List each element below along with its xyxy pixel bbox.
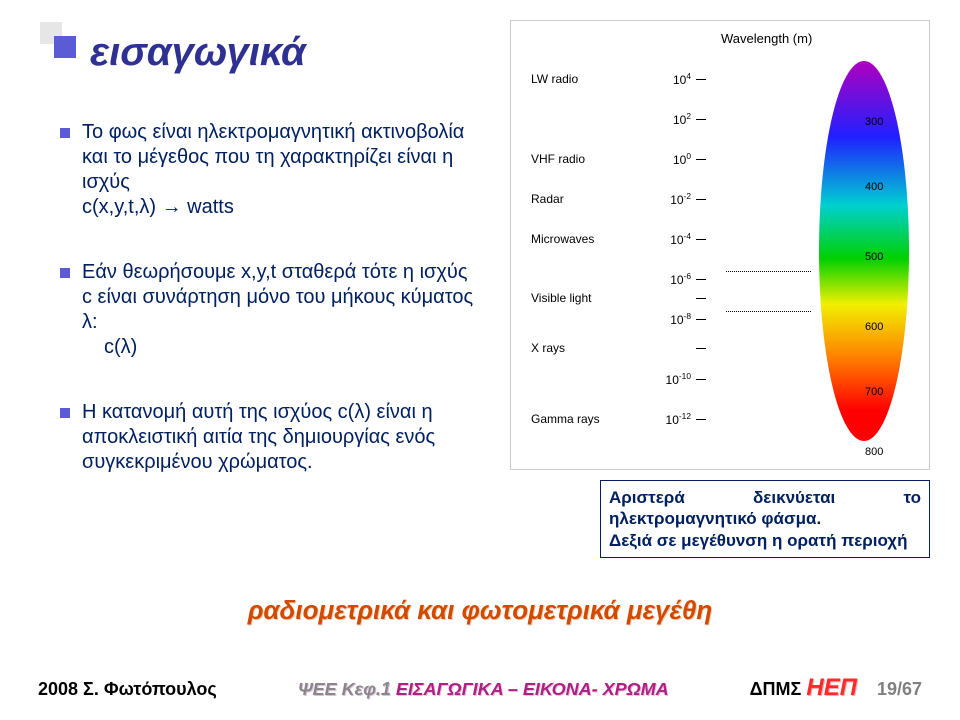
caption-word-1: Αριστερά: [609, 487, 685, 508]
spectrum-row: 10-10: [531, 371, 791, 387]
body-text: Το φως είναι ηλεκτρομαγνητική ακτινοβολί…: [60, 120, 480, 515]
caption-word-3: το: [903, 487, 921, 508]
bullet-3-text: Η κατανομή αυτή της ισχύος c(λ) είναι η …: [82, 401, 435, 473]
visible-band: 300400500600700800: [819, 61, 909, 441]
spectrum-row: 10-8: [531, 311, 791, 327]
footer-right-prefix: ΔΠΜΣ: [750, 679, 802, 699]
footer-middle: ΨΕΕ Κεφ.1 ΕΙΣΑΓΩΓΙΚΑ – ΕΙΚΟΝΑ- ΧΡΩΜΑ: [298, 679, 669, 700]
footer-right: ΔΠΜΣ ΗΕΠ 19/67: [750, 674, 922, 702]
sub-heading: ραδιομετρικά και φωτομετρικά μεγέθη: [0, 595, 960, 626]
footer-hep: ΗΕΠ: [806, 674, 857, 701]
figure-caption: Αριστερά δεικνύεται το ηλεκτρομαγνητικό …: [600, 480, 930, 558]
bullet-2: Εάν θεωρήσουμε x,y,t σταθερά τότε η ισχύ…: [60, 260, 480, 360]
spectrum-row: 102: [531, 111, 791, 127]
spectrum-figure: Wavelength (m) LW radio104 102 VHF radio10…: [510, 20, 930, 470]
spectrum-row: X rays: [531, 341, 791, 355]
dotted-line-top: [726, 271, 811, 272]
caption-line2: ηλεκτρομαγνητικό φάσμα.: [609, 509, 821, 528]
bullet-2-text: Εάν θεωρήσουμε x,y,t σταθερά τότε η ισχύ…: [82, 261, 473, 333]
nm-label: 800: [865, 446, 905, 458]
footer-mid-colored: ΕΙΣΑΓΩΓΙΚΑ – ΕΙΚΟΝΑ- ΧΡΩΜΑ: [396, 679, 669, 699]
nm-label: 700: [865, 386, 905, 398]
spectrum-row: LW radio104: [531, 71, 791, 87]
spectrum-row: Radar10-2: [531, 191, 791, 207]
footer-left: 2008 Σ. Φωτόπουλος: [38, 679, 217, 700]
nm-label: 400: [865, 181, 905, 193]
spectrum-row: Microwaves10-4: [531, 231, 791, 247]
spectrum-row: Gamma rays10-12: [531, 411, 791, 427]
footer-mid-prefix: ΨΕΕ Κεφ.1: [298, 679, 391, 699]
nm-label: 600: [865, 321, 905, 333]
bullet-3: Η κατανομή αυτή της ισχύος c(λ) είναι η …: [60, 400, 480, 475]
nm-label: 500: [865, 251, 905, 263]
bullet-2-formula: c(λ): [82, 335, 480, 360]
axis-title: Wavelength (m): [721, 31, 812, 46]
bullet-1: Το φως είναι ηλεκτρομαγνητική ακτινοβολί…: [60, 120, 480, 220]
spectrum-row: 10-6: [531, 271, 791, 287]
spectrum-row: VHF radio100: [531, 151, 791, 167]
slide-title: εισαγωγικά: [90, 30, 306, 75]
nm-label: 300: [865, 116, 905, 128]
caption-word-2: δεικνύεται: [753, 487, 835, 508]
dotted-line-bottom: [726, 311, 811, 312]
slide: εισαγωγικά Το φως είναι ηλεκτρομαγνητική…: [0, 0, 960, 720]
caption-line3: Δεξιά σε μεγέθυνση η ορατή περιοχή: [609, 531, 907, 550]
footer: 2008 Σ. Φωτόπουλος ΨΕΕ Κεφ.1 ΕΙΣΑΓΩΓΙΚΑ …: [38, 674, 922, 702]
spectrum-row: Visible light: [531, 291, 791, 305]
footer-page: 19/67: [877, 679, 922, 699]
bullet-1-formula: c(x,y,t,λ) → watts: [82, 196, 234, 218]
bullet-1-text: Το φως είναι ηλεκτρομαγνητική ακτινοβολί…: [82, 121, 464, 193]
